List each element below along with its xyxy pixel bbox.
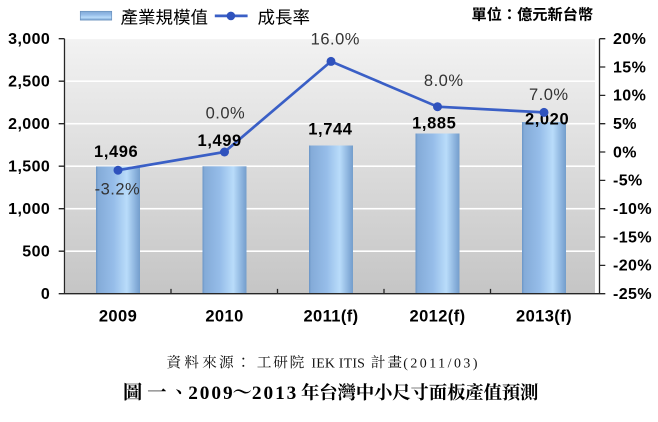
svg-text:0: 0: [41, 286, 50, 303]
svg-text:0.0%: 0.0%: [206, 105, 246, 123]
svg-text:2013(f): 2013(f): [516, 307, 572, 325]
svg-text:2010: 2010: [205, 307, 243, 325]
svg-text:-20%: -20%: [613, 258, 652, 275]
svg-text:(2011/03): (2011/03): [403, 356, 480, 371]
svg-text:5%: 5%: [613, 116, 637, 133]
svg-text:1,000: 1,000: [8, 201, 50, 218]
svg-text:3,000: 3,000: [8, 31, 50, 48]
svg-text:1,499: 1,499: [198, 132, 242, 150]
svg-text:-15%: -15%: [613, 229, 652, 246]
svg-text:-25%: -25%: [613, 286, 652, 303]
svg-text:1,496: 1,496: [94, 143, 138, 161]
svg-text:2,500: 2,500: [8, 74, 50, 91]
svg-text:2009: 2009: [188, 383, 234, 404]
svg-text:7.0%: 7.0%: [529, 86, 569, 104]
svg-text:2013: 2013: [252, 383, 298, 404]
svg-text:8.0%: 8.0%: [424, 72, 464, 90]
svg-text:20%: 20%: [613, 31, 646, 48]
svg-text:1,500: 1,500: [8, 159, 50, 176]
svg-text:2,000: 2,000: [8, 116, 50, 133]
svg-text:1,885: 1,885: [412, 115, 456, 133]
svg-text:-3.2%: -3.2%: [95, 180, 141, 198]
svg-text:15%: 15%: [613, 59, 646, 76]
svg-text:10%: 10%: [613, 88, 646, 105]
svg-text:-5%: -5%: [613, 173, 643, 190]
svg-text:16.0%: 16.0%: [311, 31, 360, 49]
svg-text:1,744: 1,744: [308, 120, 353, 138]
svg-text:2,020: 2,020: [525, 110, 569, 128]
svg-text:2012(f): 2012(f): [410, 307, 466, 325]
svg-text:2009: 2009: [99, 307, 137, 325]
svg-text:500: 500: [22, 244, 50, 261]
svg-text:IEK ITIS: IEK ITIS: [311, 356, 365, 371]
svg-text:2011(f): 2011(f): [303, 307, 358, 325]
svg-text:0%: 0%: [613, 144, 637, 161]
svg-text:-10%: -10%: [613, 201, 652, 218]
